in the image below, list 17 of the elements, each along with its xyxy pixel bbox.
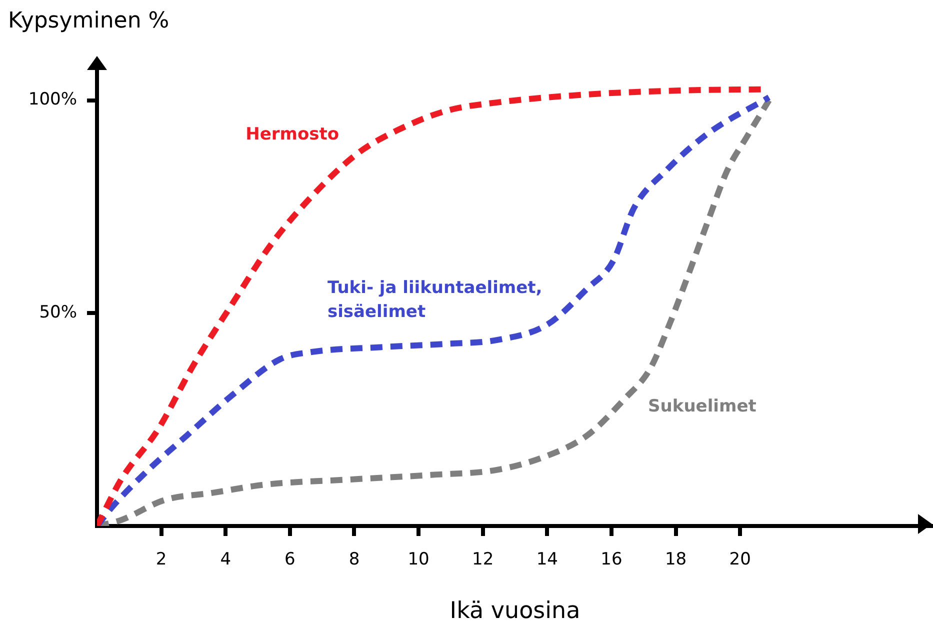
- x-tick-label: 4: [220, 550, 232, 570]
- x-tick-label: 10: [408, 550, 430, 570]
- y-tick-label: 50%: [39, 302, 77, 323]
- x-tick-label: 8: [348, 550, 360, 570]
- x-tick-label: 2: [156, 550, 167, 570]
- x-tick-label: 20: [729, 550, 751, 570]
- series-label: Tuki- ja liikuntaelimet, sisäelimet: [327, 278, 542, 322]
- x-tick-label: 14: [536, 550, 558, 570]
- x-tick-label: 6: [284, 550, 296, 570]
- x-tick-label: 18: [664, 550, 687, 570]
- series-label: Sukuelimet: [648, 396, 756, 416]
- y-tick-label: 100%: [28, 90, 77, 110]
- y-axis-title: Kypsyminen %: [8, 8, 170, 34]
- x-tick-label: 16: [600, 550, 622, 570]
- x-axis-title: Ikä vuosina: [450, 598, 580, 624]
- series-label: Hermosto: [246, 124, 340, 145]
- x-tick-label: 12: [472, 550, 494, 570]
